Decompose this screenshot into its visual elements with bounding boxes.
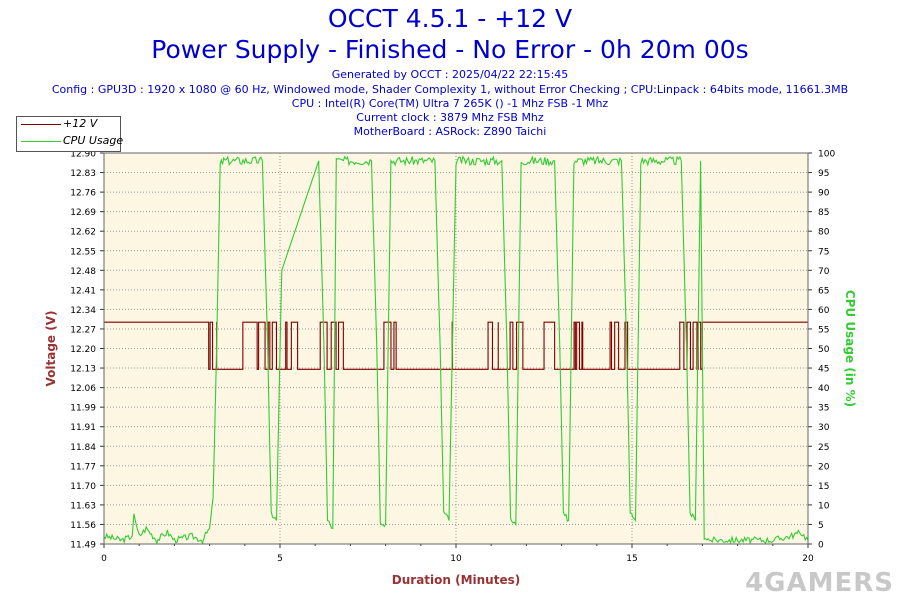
y-tick-label: 12.27 — [70, 325, 96, 335]
y2-tick-label: 25 — [818, 443, 829, 453]
y2-tick-label: 35 — [818, 404, 829, 414]
legend-item-cpu: CPU Usage — [17, 134, 124, 150]
series-line-cpu-usage — [103, 155, 809, 545]
plot-frame — [103, 152, 809, 545]
legend-label-cpu: CPU Usage — [63, 134, 124, 147]
x-axis-label: Duration (Minutes) — [392, 573, 520, 587]
series-group — [103, 155, 809, 545]
x-tick-label: 20 — [802, 554, 814, 564]
watermark-logo: 4GAMERS — [745, 568, 894, 598]
y-tick-label: 11.91 — [70, 423, 96, 433]
y-tick-label: 12.48 — [70, 267, 96, 277]
y2-tick-label: 15 — [818, 482, 829, 492]
y-tick-label: 12.62 — [70, 228, 96, 238]
y-tick-label: 12.34 — [70, 306, 96, 316]
y2-tick-label: 0 — [818, 541, 824, 551]
legend: +12 V CPU Usage — [16, 116, 124, 152]
legend-swatch-voltage — [21, 124, 61, 125]
y2-tick-label: 10 — [818, 501, 830, 511]
y2-tick-label: 30 — [818, 423, 830, 433]
y-tick-label: 12.06 — [70, 384, 96, 394]
y-tick-label: 11.63 — [70, 501, 96, 511]
info-clock: Current clock : 3879 Mhz FSB Mhz — [356, 111, 544, 124]
y2-tick-label: 95 — [818, 169, 829, 179]
y-tick-label: 12.20 — [70, 345, 96, 355]
y2-tick-label: 55 — [818, 325, 829, 335]
y2-tick-label: 40 — [818, 384, 830, 394]
x-tick-label: 10 — [450, 554, 462, 564]
y-tick-label: 12.13 — [70, 365, 96, 375]
y-tick-label: 11.49 — [70, 541, 96, 551]
info-cpu: CPU : Intel(R) Core(TM) Ultra 7 265K () … — [291, 97, 609, 110]
y-tick-label: 11.84 — [70, 443, 96, 453]
y-tick-label: 12.41 — [70, 286, 96, 296]
y2-tick-label: 60 — [818, 306, 830, 316]
y-tick-label: 11.70 — [70, 482, 96, 492]
y2-tick-label: 90 — [818, 189, 830, 199]
y-tick-label: 11.77 — [70, 462, 96, 472]
y2-tick-label: 20 — [818, 462, 830, 472]
y-tick-label: 12.69 — [70, 208, 96, 218]
legend-label-voltage: +12 V — [63, 117, 98, 130]
x-tick-label: 5 — [277, 554, 283, 564]
x-tick-label: 15 — [626, 554, 637, 564]
y2-tick-label: 100 — [818, 150, 835, 160]
info-generated: Generated by OCCT : 2025/04/22 22:15:45 — [331, 68, 569, 81]
y2-tick-label: 50 — [818, 345, 830, 355]
legend-swatch-cpu — [21, 141, 61, 142]
y2-tick-label: 85 — [818, 208, 829, 218]
y2-tick-label: 70 — [818, 267, 830, 277]
y2-tick-label: 45 — [818, 365, 829, 375]
y2-tick-label: 5 — [818, 521, 824, 531]
y-tick-label: 12.55 — [70, 247, 96, 257]
info-config: Config : GPU3D : 1920 x 1080 @ 60 Hz, Wi… — [51, 83, 849, 96]
x-tick-label: 0 — [101, 554, 107, 564]
info-motherboard: MotherBoard : ASRock: Z890 Taichi — [353, 125, 547, 138]
y2-tick-label: 65 — [818, 286, 829, 296]
y2-tick-label: 75 — [818, 247, 829, 257]
axis-ticks: 11.49 11.56 11.63 11.70 11.77 11.84 11.91 11.99… — [70, 150, 835, 565]
y-tick-label: 11.99 — [70, 404, 96, 414]
y2-axis-label: CPU Usage (in %) — [843, 290, 857, 407]
y-tick-label: 12.76 — [70, 189, 96, 199]
chart-subtitle: Power Supply - Finished - No Error - 0h … — [151, 35, 749, 64]
legend-item-voltage: +12 V — [17, 117, 120, 133]
y-tick-label: 12.83 — [70, 169, 96, 179]
y-axis-label: Voltage (V) — [44, 311, 58, 387]
y-tick-label: 11.56 — [70, 521, 96, 531]
chart-title: OCCT 4.5.1 - +12 V — [327, 4, 573, 33]
y2-tick-label: 80 — [818, 228, 830, 238]
y-tick-label: 12.90 — [70, 150, 96, 160]
